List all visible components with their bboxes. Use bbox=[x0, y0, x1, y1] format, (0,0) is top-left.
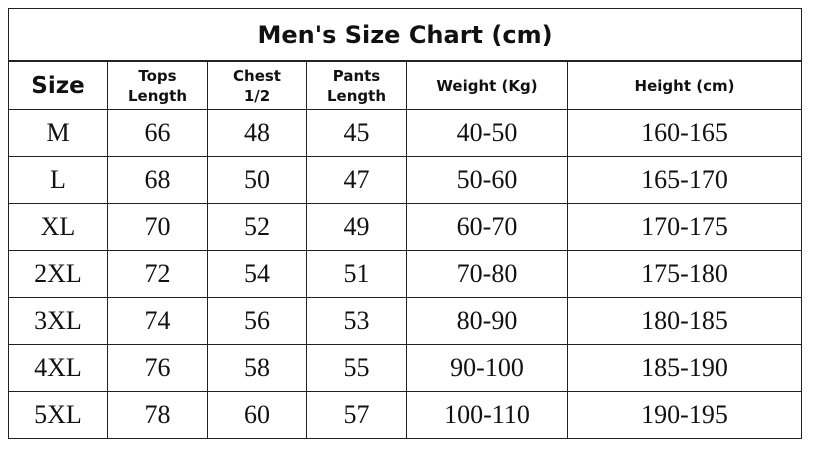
table-title: Men's Size Chart (cm) bbox=[7, 8, 803, 62]
table-row: XL 70 52 49 60-70 170-175 bbox=[8, 203, 803, 251]
table-cell: 74 bbox=[107, 297, 208, 345]
table-cell: 160-165 bbox=[566, 109, 803, 157]
table-row: M 66 48 45 40-50 160-165 bbox=[8, 109, 803, 157]
table-cell: 57 bbox=[306, 391, 407, 439]
table-cell: 56 bbox=[207, 297, 307, 345]
table-cell: 45 bbox=[306, 109, 407, 157]
column-header: Size bbox=[8, 60, 108, 110]
column-header-text: Size bbox=[31, 72, 85, 99]
table-cell: 68 bbox=[107, 156, 208, 204]
column-header-text: Pants Length bbox=[327, 66, 386, 105]
column-header: Height (cm) bbox=[566, 60, 803, 110]
table-cell: 170-175 bbox=[566, 203, 803, 251]
size-chart: Men's Size Chart (cm) Size Tops Length Che… bbox=[7, 8, 803, 439]
table-cell: 185-190 bbox=[566, 344, 803, 392]
table-body: M 66 48 45 40-50 160-165 L 68 50 47 50-60 165-170 XL… bbox=[8, 109, 803, 439]
table-cell: 55 bbox=[306, 344, 407, 392]
column-header: Pants Length bbox=[306, 60, 407, 110]
column-header-text: Weight (Kg) bbox=[436, 76, 538, 95]
table-cell: 54 bbox=[207, 250, 307, 298]
column-header: Chest 1/2 bbox=[207, 60, 307, 110]
table-cell: 175-180 bbox=[566, 250, 803, 298]
table-cell: L bbox=[8, 156, 108, 204]
header-row: Size Tops Length Chest 1/2 Pants Length Weig… bbox=[8, 60, 803, 110]
table-cell: 60 bbox=[207, 391, 307, 439]
table-cell: 50-60 bbox=[406, 156, 568, 204]
table-cell: 72 bbox=[107, 250, 208, 298]
table-cell: 40-50 bbox=[406, 109, 568, 157]
table-cell: XL bbox=[8, 203, 108, 251]
table-cell: 190-195 bbox=[566, 391, 803, 439]
table-cell: 4XL bbox=[8, 344, 108, 392]
table-cell: 52 bbox=[207, 203, 307, 251]
column-header-text: Chest 1/2 bbox=[233, 66, 281, 105]
table-cell: 100-110 bbox=[406, 391, 568, 439]
table-cell: 58 bbox=[207, 344, 307, 392]
table-cell: 80-90 bbox=[406, 297, 568, 345]
table-cell: 180-185 bbox=[566, 297, 803, 345]
table-cell: 76 bbox=[107, 344, 208, 392]
table-cell: 70 bbox=[107, 203, 208, 251]
table-cell: 60-70 bbox=[406, 203, 568, 251]
column-header: Weight (Kg) bbox=[406, 60, 568, 110]
table-row: L 68 50 47 50-60 165-170 bbox=[8, 156, 803, 204]
column-header-text: Height (cm) bbox=[634, 76, 735, 95]
table-cell: 48 bbox=[207, 109, 307, 157]
column-header: Tops Length bbox=[107, 60, 208, 110]
table-cell: 2XL bbox=[8, 250, 108, 298]
table-cell: 47 bbox=[306, 156, 407, 204]
table-cell: 51 bbox=[306, 250, 407, 298]
table-cell: 78 bbox=[107, 391, 208, 439]
table-cell: 53 bbox=[306, 297, 407, 345]
table-row: 4XL 76 58 55 90-100 185-190 bbox=[8, 344, 803, 392]
size-table: Men's Size Chart (cm) Size Tops Length Che… bbox=[7, 8, 803, 439]
table-row: 3XL 74 56 53 80-90 180-185 bbox=[8, 297, 803, 345]
table-cell: 90-100 bbox=[406, 344, 568, 392]
table-cell: M bbox=[8, 109, 108, 157]
table-row: 5XL 78 60 57 100-110 190-195 bbox=[8, 391, 803, 439]
table-row: 2XL 72 54 51 70-80 175-180 bbox=[8, 250, 803, 298]
column-header-text: Tops Length bbox=[128, 66, 187, 105]
table-cell: 3XL bbox=[8, 297, 108, 345]
table-cell: 66 bbox=[107, 109, 208, 157]
table-cell: 50 bbox=[207, 156, 307, 204]
table-cell: 5XL bbox=[8, 391, 108, 439]
table-cell: 165-170 bbox=[566, 156, 803, 204]
table-cell: 49 bbox=[306, 203, 407, 251]
table-cell: 70-80 bbox=[406, 250, 568, 298]
